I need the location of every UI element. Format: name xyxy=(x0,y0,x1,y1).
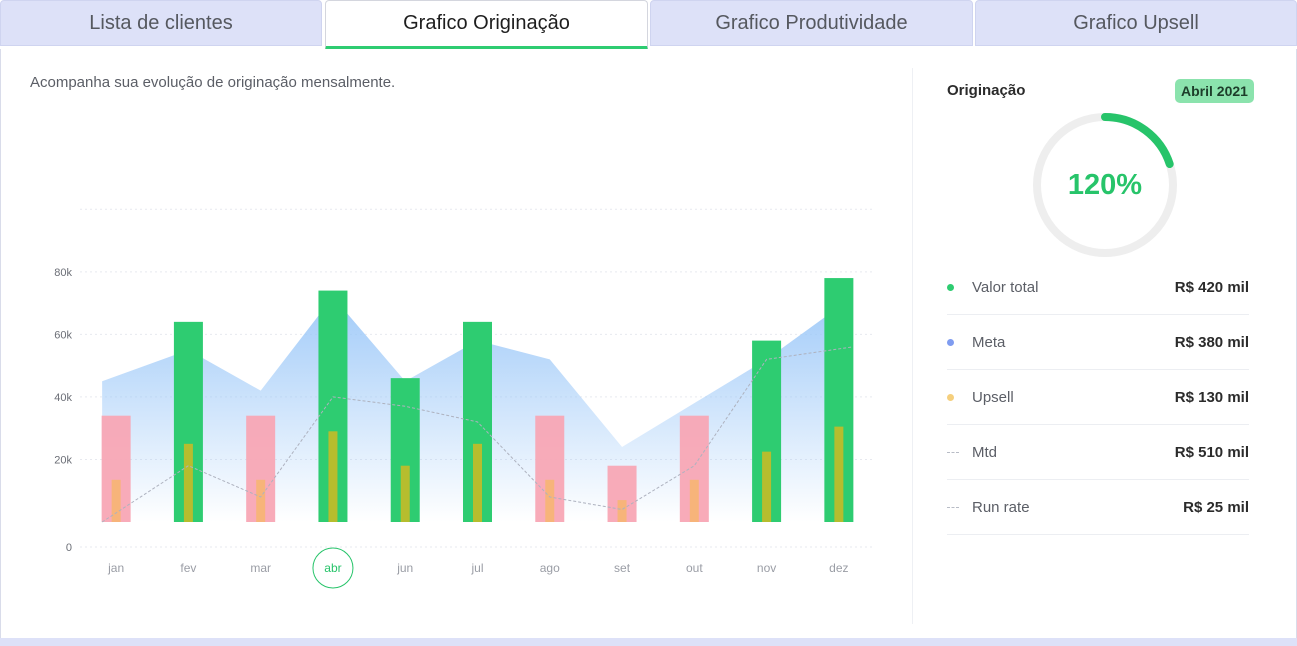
content-panel xyxy=(0,49,1297,640)
legend-dot-icon xyxy=(947,315,961,370)
y-tick-label: 80k xyxy=(54,267,72,279)
tab-grafico-originacao[interactable]: Grafico Originação xyxy=(325,0,648,50)
bar-upsell xyxy=(473,443,482,522)
legend-dot-icon xyxy=(947,260,961,315)
legend-value: R$ 130 mil xyxy=(1174,389,1249,406)
bar-upsell xyxy=(617,500,627,522)
legend-row-upsell: Upsell R$ 130 mil xyxy=(947,370,1249,425)
x-tick-label-abr: abr xyxy=(324,561,341,575)
x-tick-label-jul: jul xyxy=(470,561,483,575)
y-tick-label: 60k xyxy=(54,329,72,341)
legend-value: R$ 380 mil xyxy=(1174,334,1249,351)
bottom-bar xyxy=(0,638,1297,646)
legend-row-mtd: Mtd R$ 510 mil xyxy=(947,425,1249,480)
x-tick-label-set: set xyxy=(614,561,631,575)
originacao-gauge xyxy=(1033,113,1177,257)
legend-dash-icon xyxy=(947,425,961,480)
x-tick-label-nov: nov xyxy=(757,561,776,575)
legend-label: Mtd xyxy=(972,444,998,461)
period-badge: Abril 2021 xyxy=(1175,79,1254,103)
bar-upsell xyxy=(183,443,193,522)
originacao-chart: 0 20k 40k 60k 80k jan fev mar abr jun jul ago set out… xyxy=(54,208,875,589)
tab-lista-de-clientes[interactable]: Lista de clientes xyxy=(0,0,322,46)
y-tick-label: 40k xyxy=(54,392,72,404)
highlighted-month-circle xyxy=(312,547,354,589)
bar-upsell xyxy=(689,479,699,522)
legend-value: R$ 25 mil xyxy=(1183,499,1249,516)
legend-value: R$ 510 mil xyxy=(1174,444,1249,461)
x-tick-label-fev: fev xyxy=(180,561,196,575)
legend-dot-icon xyxy=(947,370,961,425)
bar-upsell xyxy=(545,479,555,522)
chart-subtitle: Acompanha sua evolução de originação men… xyxy=(30,74,396,91)
bar-upsell xyxy=(256,479,266,522)
x-tick-label-jun: jun xyxy=(396,561,413,575)
gauge-value: 120% xyxy=(1067,168,1143,201)
x-tick-label-dez: dez xyxy=(829,561,848,575)
bar-upsell xyxy=(400,465,410,522)
gauge-arc xyxy=(1033,113,1177,257)
side-title: Originação xyxy=(947,82,1026,99)
bar-upsell xyxy=(111,479,121,522)
bar-upsell xyxy=(834,426,844,522)
legend-dash-icon xyxy=(947,480,961,535)
legend-row-meta: Meta R$ 380 mil xyxy=(947,315,1249,370)
y-tick-label: 0 xyxy=(66,542,72,554)
legend-row-run-rate: Run rate R$ 25 mil xyxy=(947,480,1249,535)
legend-label: Run rate xyxy=(972,499,1030,516)
x-tick-label-mar: mar xyxy=(250,561,271,575)
x-tick-label-ago: ago xyxy=(540,561,560,575)
legend-label: Valor total xyxy=(972,279,1039,296)
y-tick-label: 20k xyxy=(54,454,72,466)
legend-label: Upsell xyxy=(972,389,1014,406)
tab-grafico-upsell[interactable]: Grafico Upsell xyxy=(975,0,1297,46)
bar-upsell xyxy=(328,431,338,522)
tab-bar: Lista de clientes Grafico Originação Gra… xyxy=(0,0,1297,50)
legend-label: Meta xyxy=(972,334,1006,351)
x-tick-label-jan: jan xyxy=(107,561,124,575)
panel-divider xyxy=(912,68,913,624)
tab-grafico-produtividade[interactable]: Grafico Produtividade xyxy=(650,0,973,46)
mtd-line xyxy=(101,346,853,523)
x-tick-label-out: out xyxy=(686,561,703,575)
legend-row-valor-total: Valor total R$ 420 mil xyxy=(947,260,1249,315)
legend-value: R$ 420 mil xyxy=(1174,279,1249,296)
bar-upsell xyxy=(762,451,772,522)
